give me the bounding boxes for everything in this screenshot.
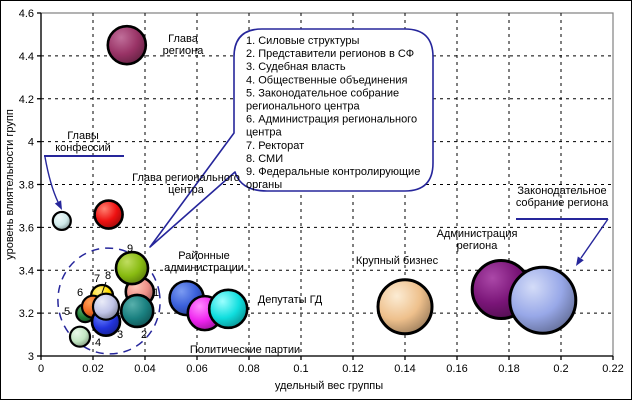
legend-item: регионального центра — [246, 101, 361, 113]
bubble-number-4: 4 — [95, 337, 101, 349]
label-glava-regiona: региона — [163, 45, 205, 57]
bubble-krupnyi-biznes — [376, 278, 434, 336]
bubble-glavy-konfessiy — [51, 210, 72, 232]
bubble-number-7: 7 — [94, 273, 100, 285]
legend-item: 8. СМИ — [246, 153, 283, 165]
label-arrow-zakon-sobranie — [580, 218, 609, 259]
y-tick-label: 4.2 — [19, 94, 34, 106]
axes — [37, 12, 614, 360]
label-glava-reg-centra: Глава регионального — [132, 172, 240, 184]
x-tick-label: 0.16 — [446, 363, 467, 375]
y-tick-label: 3.6 — [19, 222, 34, 234]
bubble-gruppa-2 — [119, 293, 155, 329]
legend-item: 9. Федеральные контролирующие — [246, 166, 420, 178]
cluster-numbers: 1 9 5 8 6 3 7 2 4 — [64, 243, 159, 349]
label-rayonnye-admin: администрации — [164, 262, 244, 274]
bubble-glava-regiona — [106, 24, 148, 66]
y-tick-label: 4 — [28, 137, 34, 149]
bubble-number-1: 1 — [153, 287, 159, 299]
y-tick-label: 3.8 — [19, 180, 34, 192]
bubble-number-8: 8 — [105, 270, 111, 282]
label-glava-regiona: Глава — [168, 33, 199, 45]
legend-item: 3. Судебная власть — [246, 61, 346, 73]
label-rayonnye-admin: Районные — [178, 250, 230, 262]
legend-item: 2. Представители регионов в СФ — [246, 48, 414, 60]
y-tick-label: 4.6 — [19, 8, 34, 20]
legend-item: центра — [246, 127, 283, 139]
bubble-gruppa-4 — [68, 325, 92, 348]
bubble-number-5: 5 — [64, 306, 70, 318]
legend-item: 6. Администрация регионального — [246, 114, 417, 126]
y-tick-label: 3 — [28, 351, 34, 363]
label-polit-partii: Политические партии — [190, 344, 300, 356]
bubble-deputaty-gd — [207, 288, 249, 330]
legend-item: 7. Ректорат — [246, 140, 304, 152]
y-tick-label: 3.4 — [19, 265, 34, 277]
x-tick-label: 0.12 — [342, 363, 363, 375]
cluster-ellipse — [57, 247, 161, 355]
x-tick-label: 0.02 — [82, 363, 103, 375]
x-tick-label: 0 — [38, 363, 44, 375]
legend-item: органы — [246, 179, 282, 191]
label-glava-reg-centra: центра — [168, 184, 205, 196]
bubble-gruppa-9 — [114, 250, 150, 286]
x-axis-title: удельный вес группы — [275, 380, 383, 392]
legend-item: 1. Силовые структуры — [246, 35, 360, 47]
bubble-number-6: 6 — [77, 287, 83, 299]
arrow-head — [576, 256, 584, 266]
label-admin-regiona: региона — [457, 240, 499, 252]
x-tick-label: 0.14 — [394, 363, 415, 375]
bubble-number-9: 9 — [127, 243, 133, 255]
x-tick-label: 0.2 — [553, 363, 568, 375]
label-krupnyi-biznes: Крупный бизнес — [356, 255, 439, 267]
legend-item: 4. Общественные объединения — [246, 74, 408, 86]
y-tick-label: 4.4 — [19, 51, 34, 63]
arrow-head — [54, 200, 62, 210]
bubble-number-2: 2 — [141, 329, 147, 341]
y-tick-label: 3.2 — [19, 308, 34, 320]
x-tick-label: 0.1 — [293, 363, 308, 375]
x-tick-label: 0.08 — [238, 363, 259, 375]
bubbles — [51, 24, 578, 348]
bubble-zakon-sobranie — [508, 265, 578, 335]
label-arrow-glavy-konfessiy — [44, 156, 59, 203]
x-tick-label: 0.04 — [134, 363, 155, 375]
label-deputaty-gd: Депутаты ГД — [258, 294, 323, 306]
x-tick-label: 0.18 — [498, 363, 519, 375]
legend-callout-box — [149, 28, 434, 248]
label-glavy-konfessiy: конфессий — [55, 142, 111, 154]
x-tick-label: 0.22 — [602, 363, 623, 375]
legend-item: 5. Законодательное собрание — [246, 87, 399, 99]
label-glavy-konfessiy: Главы — [67, 130, 99, 142]
label-admin-regiona: Администрация — [437, 228, 518, 240]
y-axis-title: уровень влиятельности групп — [4, 109, 16, 260]
tick-labels: 0 0.02 0.04 0.06 0.08 0.1 0.12 0.14 0.16 0.18 0.2 0… — [19, 8, 624, 375]
bubble-gruppa-7 — [91, 292, 121, 321]
label-zakon-sobranie: Законодательное — [517, 185, 606, 197]
label-zakon-sobranie: собрание региона — [516, 197, 609, 209]
bubble-glava-reg-centra — [93, 199, 124, 230]
x-tick-label: 0.06 — [186, 363, 207, 375]
bubble-number-3: 3 — [117, 329, 123, 341]
number-pointer-line — [101, 281, 107, 294]
